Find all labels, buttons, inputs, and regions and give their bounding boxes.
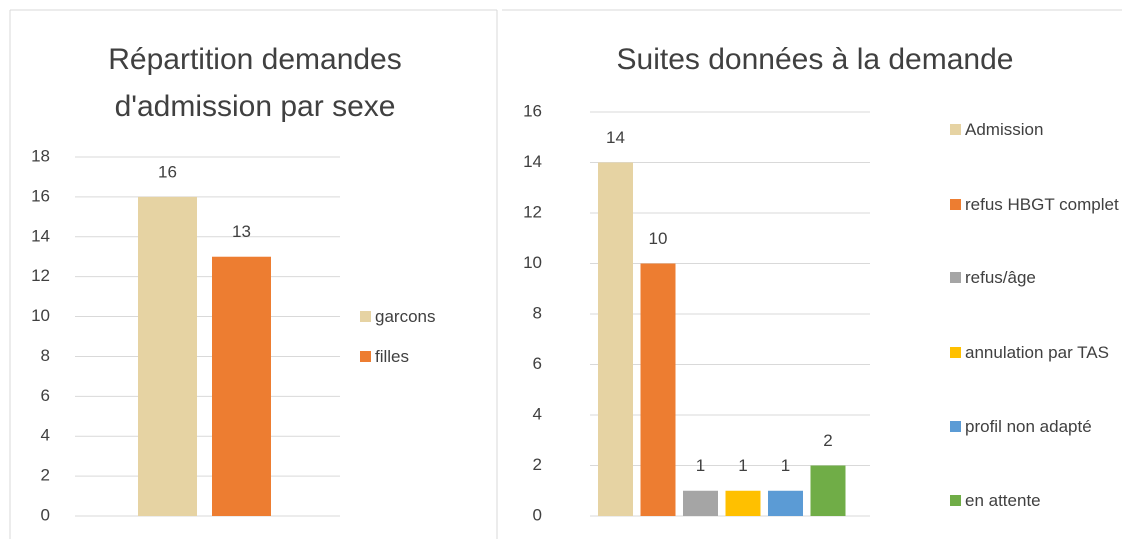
legend-label: filles [375, 347, 410, 366]
bar [768, 490, 803, 516]
data-label: 14 [606, 128, 625, 147]
y-tick-label: 16 [31, 186, 50, 205]
legend-label: garcons [375, 307, 436, 326]
y-tick-label: 0 [533, 505, 542, 524]
y-tick-label: 12 [523, 202, 542, 221]
y-tick-label: 2 [533, 455, 542, 474]
data-label: 2 [823, 431, 832, 450]
legend-item: filles [360, 345, 490, 369]
y-tick-label: 14 [523, 152, 542, 171]
legend-swatch [950, 272, 961, 283]
legend-label: annulation par TAS [965, 343, 1109, 362]
y-tick-label: 8 [533, 303, 542, 322]
data-label: 10 [649, 229, 668, 248]
chart-title: Répartition demandes d'admission par sex… [108, 43, 402, 123]
bar [212, 256, 271, 516]
legend-label: en attente [965, 491, 1041, 510]
legend-item: refus HBGT complet [950, 193, 1120, 217]
data-label: 13 [232, 222, 251, 241]
legend-item: Admission [950, 118, 1120, 142]
legend-item: annulation par TAS [950, 341, 1120, 365]
y-tick-label: 0 [41, 505, 50, 524]
data-label: 1 [738, 456, 747, 475]
legend-item: garcons [360, 305, 490, 329]
legend-swatch [360, 351, 371, 362]
bar [725, 490, 761, 516]
legend-swatch [950, 495, 961, 506]
data-label: 16 [158, 162, 177, 181]
y-tick-label: 14 [31, 226, 50, 245]
legend-label: refus/âge [965, 268, 1036, 287]
legend-swatch [360, 311, 371, 322]
bar [683, 490, 718, 516]
y-tick-label: 12 [31, 266, 50, 285]
legend-swatch [950, 199, 961, 210]
y-tick-label: 6 [41, 386, 50, 405]
chart-title: Suites données à la demande [616, 43, 1014, 76]
y-tick-label: 8 [41, 346, 50, 365]
bar [810, 465, 846, 516]
y-tick-label: 2 [41, 466, 50, 485]
bar [138, 196, 197, 516]
legend-swatch [950, 347, 961, 358]
legend-item: refus/âge [950, 266, 1120, 290]
legend-label: profil non adapté [965, 417, 1092, 436]
legend-swatch [950, 421, 961, 432]
y-tick-label: 4 [41, 426, 50, 445]
y-tick-label: 6 [533, 354, 542, 373]
bar [640, 263, 676, 516]
legend-label: refus HBGT complet [965, 195, 1119, 214]
data-label: 1 [696, 456, 705, 475]
y-tick-label: 10 [523, 253, 542, 272]
y-tick-label: 16 [523, 101, 542, 120]
y-tick-label: 18 [31, 146, 50, 165]
bar [598, 162, 633, 516]
legend-swatch [950, 124, 961, 135]
legend-item: profil non adapté [950, 415, 1120, 439]
legend-item: en attente [950, 489, 1120, 513]
legend-label: Admission [965, 120, 1044, 139]
y-tick-label: 4 [533, 404, 542, 423]
data-label: 1 [781, 456, 790, 475]
y-tick-label: 10 [31, 306, 50, 325]
